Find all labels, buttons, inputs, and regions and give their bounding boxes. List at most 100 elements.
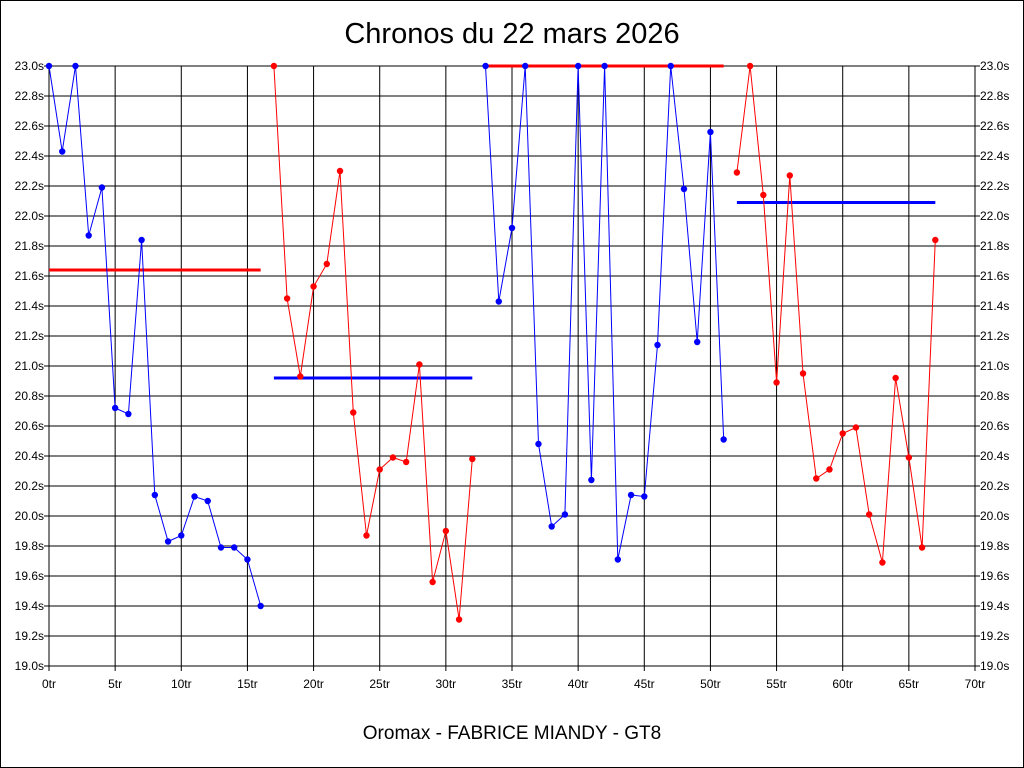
- data-point: [680, 185, 688, 193]
- series-line-4: [736, 65, 936, 563]
- data-point: [932, 236, 939, 244]
- data-point: [125, 410, 132, 418]
- data-point: [614, 556, 622, 563]
- data-point: [654, 341, 661, 349]
- data-point: [852, 424, 860, 431]
- data-point: [217, 544, 225, 551]
- data-point: [191, 493, 198, 500]
- series-points: [45, 62, 939, 623]
- y-tick-label-left: 20.6s: [15, 419, 44, 433]
- data-point: [773, 379, 780, 386]
- y-tick-label-right: 19.6s: [980, 569, 1009, 583]
- y-tick-label-left: 20.4s: [15, 449, 44, 463]
- chart-subtitle: Oromax - FABRICE MIANDY - GT8: [363, 723, 661, 744]
- data-point: [270, 62, 278, 70]
- y-tick-label-left: 19.4s: [15, 599, 44, 613]
- data-point: [508, 224, 516, 232]
- data-point: [746, 62, 754, 70]
- data-point: [455, 616, 463, 623]
- y-tick-label-right: 20.8s: [980, 389, 1009, 403]
- y-tick-label-left: 22.2s: [15, 179, 44, 193]
- y-tick-label-left: 21.4s: [15, 299, 44, 313]
- data-point: [879, 559, 886, 566]
- y-tick-label-right: 22.0s: [980, 209, 1009, 223]
- y-tick-label-left: 19.0s: [15, 659, 44, 673]
- x-tick-label: 55tr: [766, 677, 787, 691]
- data-point: [45, 62, 53, 70]
- data-point: [641, 493, 648, 500]
- data-point: [257, 602, 264, 610]
- y-tick-label-right: 21.8s: [980, 239, 1009, 253]
- grid-layer: [44, 65, 980, 671]
- data-point: [839, 430, 846, 437]
- data-point: [350, 409, 357, 416]
- data-point: [164, 538, 172, 545]
- x-tick-labels: 0tr 5tr 10tr 15tr 20tr 25tr 30tr 35tr 40tr 45tr 50…: [42, 677, 985, 691]
- y-tick-label-right: 20.4s: [980, 449, 1009, 463]
- y-tick-label-right: 19.2s: [980, 629, 1009, 643]
- data-point: [151, 491, 159, 499]
- y-tick-label-left: 20.0s: [15, 509, 44, 523]
- average-lines: [49, 64, 936, 380]
- y-tick-label-left: 21.6s: [15, 269, 44, 283]
- x-tick-label: 5tr: [108, 677, 122, 691]
- x-tick-label: 45tr: [634, 677, 655, 691]
- data-point: [389, 454, 397, 461]
- y-tick-label-right: 22.6s: [980, 119, 1009, 133]
- data-point: [535, 440, 542, 448]
- y-tick-label-right: 20.2s: [980, 479, 1009, 493]
- x-tick-label: 0tr: [42, 677, 56, 691]
- y-tick-label-right: 21.2s: [980, 329, 1009, 343]
- data-point: [667, 62, 674, 70]
- y-tick-label-left: 23.0s: [15, 59, 44, 73]
- x-tick-label: 20tr: [303, 677, 324, 691]
- data-point: [178, 532, 185, 539]
- data-point: [482, 62, 489, 70]
- data-point: [283, 295, 291, 302]
- data-point: [297, 373, 304, 380]
- data-point: [323, 260, 330, 268]
- data-point: [429, 578, 436, 586]
- y-tick-label-right: 20.6s: [980, 419, 1009, 433]
- y-tick-label-left: 20.8s: [15, 389, 44, 403]
- y-tick-label-left: 21.8s: [15, 239, 44, 253]
- data-point: [918, 544, 926, 551]
- y-tick-label-left: 19.8s: [15, 539, 44, 553]
- y-tick-label-left: 19.6s: [15, 569, 44, 583]
- data-point: [548, 523, 555, 530]
- data-point: [733, 169, 741, 176]
- y-tick-label-right: 19.8s: [980, 539, 1009, 553]
- x-tick-label: 40tr: [568, 677, 589, 691]
- y-tick-label-right: 21.4s: [980, 299, 1009, 313]
- data-point: [720, 436, 727, 443]
- data-point: [111, 404, 119, 412]
- data-point: [760, 191, 767, 199]
- data-point: [442, 527, 450, 535]
- data-point: [59, 148, 66, 155]
- data-point: [72, 62, 79, 70]
- data-point: [826, 466, 833, 473]
- x-tick-label: 65tr: [899, 677, 920, 691]
- series-line-3: [485, 65, 725, 560]
- data-point: [495, 298, 502, 305]
- data-point: [865, 511, 873, 518]
- x-tick-label: 70tr: [965, 677, 986, 691]
- data-point: [336, 167, 344, 175]
- data-point: [469, 455, 476, 463]
- data-point: [98, 184, 106, 191]
- x-tick-label: 50tr: [700, 677, 721, 691]
- data-point: [244, 556, 251, 563]
- data-point: [694, 338, 701, 346]
- x-tick-label: 15tr: [237, 677, 258, 691]
- data-point: [376, 466, 383, 473]
- y-tick-label-right: 19.4s: [980, 599, 1009, 613]
- data-point: [138, 236, 145, 244]
- y-tick-label-left: 22.6s: [15, 119, 44, 133]
- data-point: [905, 454, 913, 461]
- y-tick-label-left: 22.8s: [15, 89, 44, 103]
- data-point: [310, 283, 317, 290]
- data-point: [707, 128, 714, 136]
- y-tick-label-left: 21.0s: [15, 359, 44, 373]
- data-point: [601, 62, 608, 70]
- y-tick-label-right: 22.2s: [980, 179, 1009, 193]
